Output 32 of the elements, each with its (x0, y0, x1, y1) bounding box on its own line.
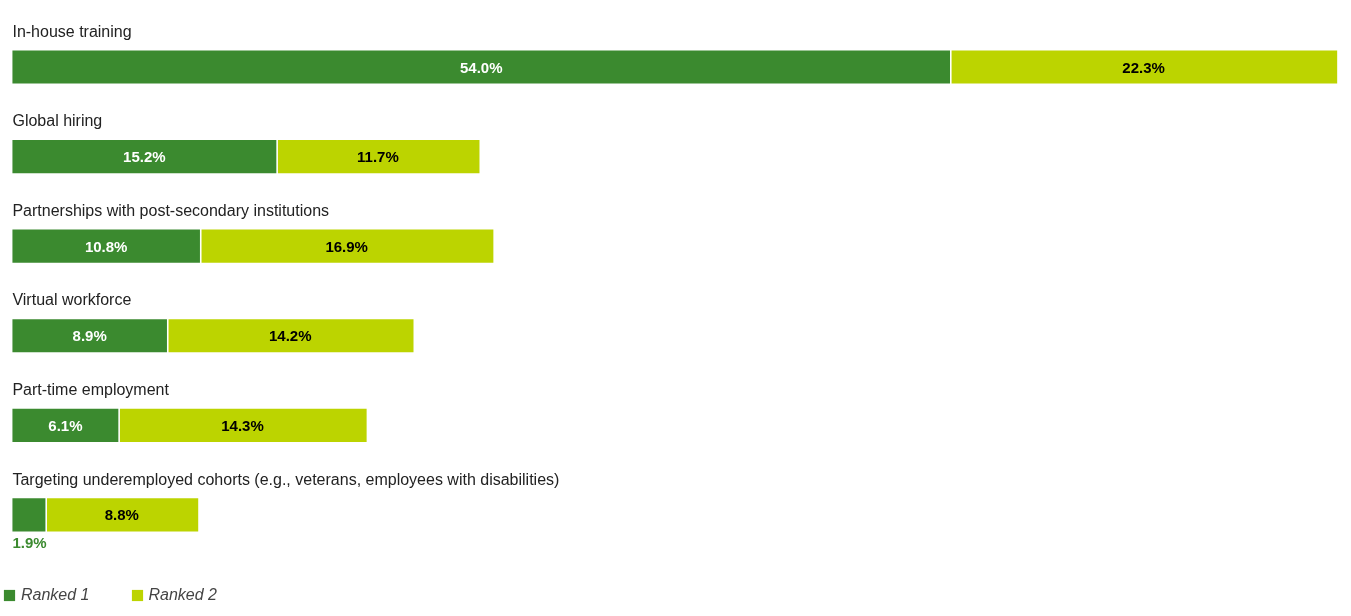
data-label: 54.0% (459, 58, 503, 76)
legend-label: Ranked 1 (21, 586, 90, 604)
data-label: 15.2% (123, 148, 166, 166)
data-label: 22.3% (1122, 58, 1165, 76)
data-label: 8.8% (104, 506, 139, 524)
bar (12, 408, 119, 442)
legend-label: Ranked 2 (148, 586, 217, 604)
y-tick-label: Targeting underemployed cohorts (e.g., veterans, employees with disabilities) (12, 470, 560, 488)
data-label: 14.2% (268, 327, 312, 345)
bar (951, 50, 1338, 84)
bar (168, 319, 414, 353)
data-label: 11.7% (357, 148, 399, 166)
data-label: 16.9% (325, 237, 368, 255)
bar (12, 319, 167, 353)
bar (12, 140, 277, 174)
bar (12, 50, 950, 84)
data-label: 14.3% (221, 416, 264, 434)
bar (119, 408, 367, 442)
data-label: 6.1% (48, 416, 83, 434)
y-tick-label: Virtual workforce (12, 291, 132, 309)
y-tick-label: Part-time employment (12, 381, 170, 399)
data-label: 8.9% (72, 327, 107, 345)
y-tick-label: In-house training (12, 22, 132, 40)
bar (201, 229, 494, 263)
bar (47, 498, 199, 532)
y-tick-label: Partnerships with post-secondary institutions (12, 201, 330, 219)
bar (12, 229, 200, 263)
bar (277, 140, 480, 174)
data-label: 10.8% (84, 237, 128, 255)
y-tick-label: Global hiring (12, 112, 103, 130)
data-label: 1.9% (12, 534, 47, 552)
bar (12, 498, 46, 532)
